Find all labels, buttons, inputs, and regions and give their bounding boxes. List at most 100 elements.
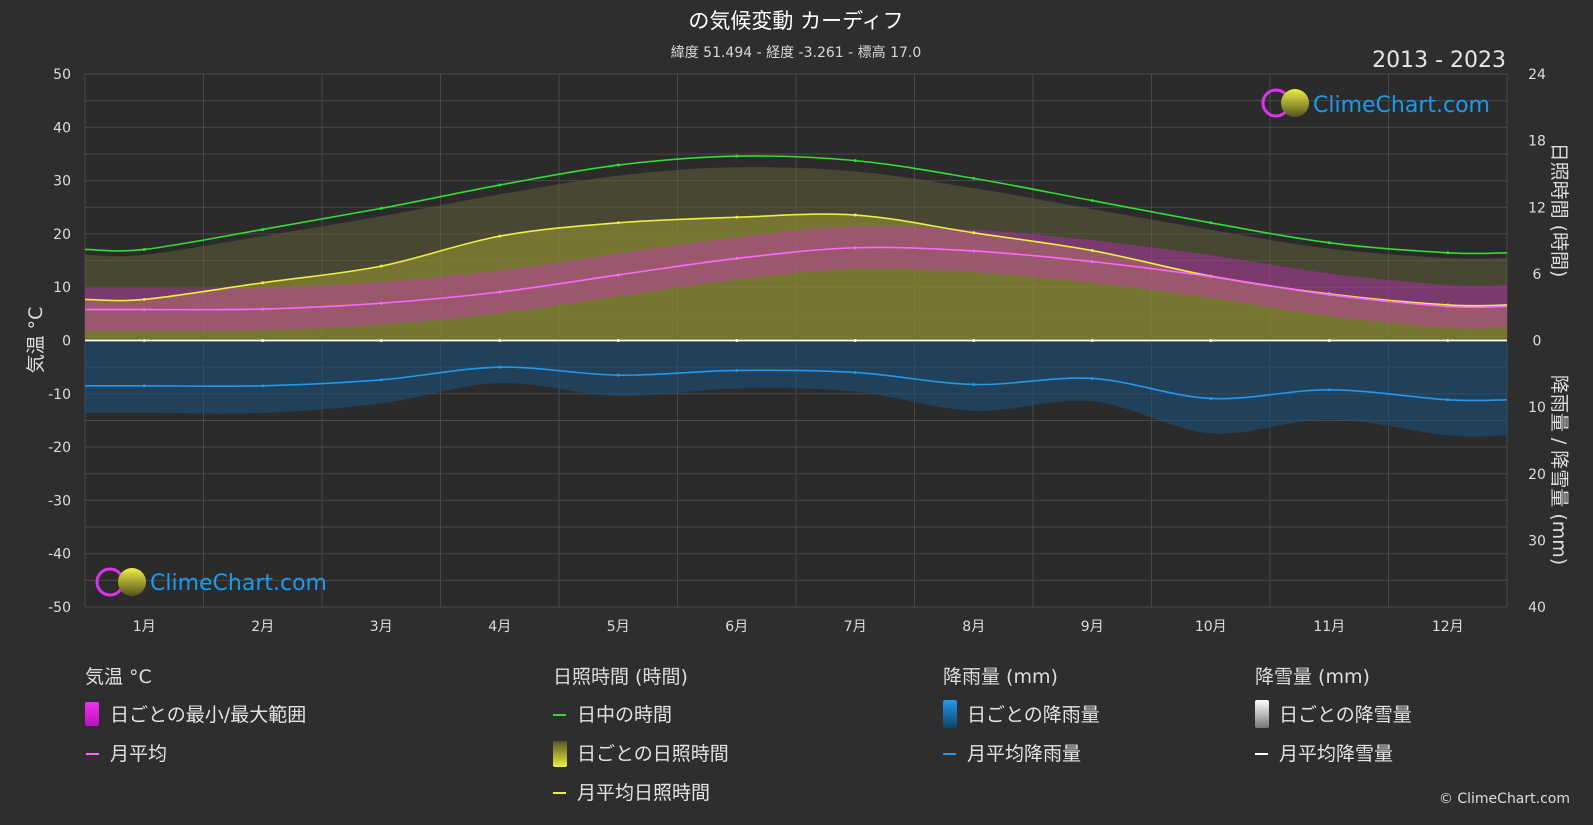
logo-sun-icon <box>1281 89 1309 117</box>
legend-snow-avg: 月平均降雪量 <box>1279 743 1393 765</box>
right-bottom-tick-label: 10 <box>1528 400 1546 416</box>
left-tick-label: 20 <box>53 227 71 243</box>
right-top-tick-label: 12 <box>1528 200 1546 216</box>
chart-title: の気候変動 カーディフ <box>688 9 903 33</box>
right-bottom-tick-label: 20 <box>1528 467 1546 483</box>
daylight-line-point <box>379 206 383 210</box>
legend-daylight: 日中の時間 <box>577 704 672 726</box>
legend-rain-head: 降雨量 (mm) <box>943 666 1058 688</box>
x-tick-label: 6月 <box>725 619 748 635</box>
daylight-line-point <box>1446 251 1450 255</box>
rain-avg-line-point <box>972 382 976 386</box>
temp-avg-line-point <box>142 308 146 312</box>
snow-avg-line-point <box>1446 339 1450 342</box>
copyright: © ClimeChart.com <box>1439 791 1570 807</box>
sunshine-avg-line-point <box>853 213 857 217</box>
sunshine-band <box>85 214 1507 341</box>
rain-avg-line-point <box>1327 388 1331 392</box>
snow-avg-line-point <box>1209 339 1213 342</box>
temp-avg-line-point <box>972 249 976 253</box>
x-tick-label: 9月 <box>1081 619 1104 635</box>
temp-avg-line-point <box>1446 304 1450 308</box>
rain-avg-line-point <box>1446 398 1450 402</box>
temp-avg-line-point <box>735 256 739 260</box>
legend-temp-avg: 月平均 <box>110 743 167 765</box>
daylight-line-point <box>1209 221 1213 225</box>
x-tick-label: 12月 <box>1432 619 1464 635</box>
left-tick-label: -30 <box>48 493 71 509</box>
logo-text: ClimeChart.com <box>150 571 327 596</box>
snow-avg-line-point <box>379 339 383 342</box>
sunshine-avg-line-point <box>1090 249 1094 253</box>
axis-ticks: 50 40 30 20 10 0 -10 -20 -30 -40 -50 24 18 12 6 0 10 20 30… <box>48 67 1546 635</box>
sunshine-avg-line-point <box>616 221 620 225</box>
rain-avg-line-point <box>261 384 265 388</box>
right-bottom-tick-label: 40 <box>1528 600 1546 616</box>
snow-avg-line-point <box>142 339 146 342</box>
right-top-tick-label: 0 <box>1533 334 1542 350</box>
left-axis-title: 気温 °C <box>25 307 47 374</box>
rain-avg-line-point <box>142 384 146 388</box>
sunshine-avg-line-point <box>972 231 976 235</box>
x-tick-label: 7月 <box>844 619 867 635</box>
legend: 気温 °C 日ごとの最小/最大範囲 月平均 日照時間 (時間) 日中の時間 日ご… <box>85 666 1412 804</box>
series-lines <box>84 154 1508 402</box>
temp-avg-line-point <box>498 290 502 294</box>
sunshine-avg-line-point <box>498 234 502 238</box>
rain-avg-line-point <box>616 373 620 377</box>
year-range: 2013 - 2023 <box>1372 48 1506 73</box>
snow-avg-line-point <box>1327 339 1331 342</box>
legend-snow-daily: 日ごとの降雪量 <box>1279 704 1412 726</box>
x-tick-label: 5月 <box>607 619 630 635</box>
x-tick-label: 3月 <box>370 619 393 635</box>
temp-avg-line-point <box>1090 260 1094 264</box>
daylight-line-point <box>498 183 502 187</box>
legend-sunshine-daily: 日ごとの日照時間 <box>577 743 729 765</box>
x-tick-label: 1月 <box>133 619 156 635</box>
daylight-line-point <box>853 159 857 163</box>
legend-temp-range-swatch <box>85 702 99 726</box>
x-tick-label: 10月 <box>1195 619 1227 635</box>
snow-avg-line-point <box>853 339 857 342</box>
rain-band <box>85 340 1507 437</box>
logo-text: ClimeChart.com <box>1313 93 1490 118</box>
sunshine-avg-line-point <box>261 281 265 285</box>
snow-avg-line-point <box>498 339 502 342</box>
logo-sun-icon <box>118 568 146 596</box>
sunshine-avg-line-point <box>735 215 739 219</box>
right-top-tick-label: 18 <box>1528 134 1546 150</box>
legend-sun-head: 日照時間 (時間) <box>553 666 688 688</box>
left-tick-label: 10 <box>53 280 71 296</box>
right-top-axis-title: 日照時間 (時間) <box>1548 143 1570 278</box>
sunshine-avg-line-point <box>142 297 146 301</box>
left-tick-label: 30 <box>53 174 71 190</box>
legend-sunshine-swatch <box>553 741 567 767</box>
legend-snow-head: 降雪量 (mm) <box>1255 666 1370 688</box>
temp-avg-line <box>84 246 1508 311</box>
daylight-line <box>84 155 1508 255</box>
rain-avg-line-point <box>1209 396 1213 400</box>
logo-top: ClimeChart.com <box>1261 88 1490 118</box>
right-bottom-tick-label: 30 <box>1528 533 1546 549</box>
snow-avg-line-point <box>261 339 265 342</box>
daylight-line-point <box>735 154 739 158</box>
rain-avg-line <box>84 366 1508 402</box>
left-tick-label: -20 <box>48 440 71 456</box>
legend-temp-head: 気温 °C <box>85 666 152 688</box>
temp-range-band <box>85 226 1507 332</box>
left-tick-label: -50 <box>48 600 71 616</box>
sunshine-avg-line-point <box>379 264 383 268</box>
temp-avg-line-point <box>1327 293 1331 297</box>
logo-bottom: ClimeChart.com <box>95 567 327 597</box>
temp-avg-line-point <box>261 307 265 311</box>
legend-rain-avg: 月平均降雨量 <box>967 743 1081 765</box>
x-tick-label: 8月 <box>962 619 985 635</box>
rain-avg-line-point <box>853 370 857 374</box>
rain-avg-line-point <box>1090 376 1094 380</box>
temp-avg-line-point <box>1209 275 1213 279</box>
left-tick-label: -40 <box>48 547 71 563</box>
snow-avg-line-point <box>735 339 739 342</box>
chart-subtitle: 緯度 51.494 - 経度 -3.261 - 標高 17.0 <box>671 44 922 61</box>
snow-avg-line-point <box>616 339 620 342</box>
